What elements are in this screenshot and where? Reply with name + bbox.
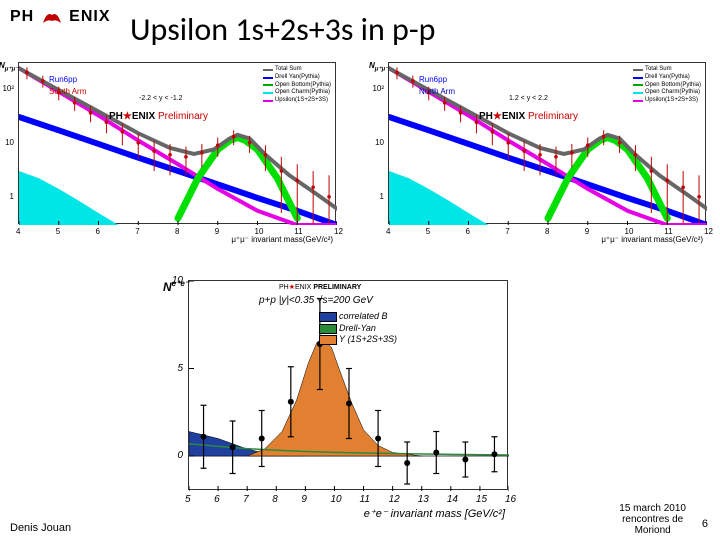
brand-label: PH★ENIX Preliminary <box>479 111 578 122</box>
xtick: 6 <box>214 494 220 505</box>
xtick: 15 <box>476 494 487 505</box>
ytick: 10 <box>5 138 14 147</box>
xtick: 9 <box>585 227 589 236</box>
ytick: 1 <box>380 192 384 201</box>
ytick: 10² <box>372 84 384 93</box>
legend-item: Drell Yan(Pythia) <box>263 74 331 82</box>
ytick: 10² <box>2 84 14 93</box>
legend-item: Open Bottom(Pythia) <box>263 82 331 90</box>
arm-label: North Arm <box>419 87 455 96</box>
prelim-label: PH★ENIX PRELIMINARY <box>279 283 361 291</box>
logo-text-left: PH <box>10 8 34 25</box>
xtick: 11 <box>360 494 370 505</box>
xtick: 4 <box>386 227 390 236</box>
ytick: 1 <box>10 192 14 201</box>
ytick: 0 <box>177 450 183 461</box>
page-title: Upsilon 1s+2s+3s in p-p <box>130 10 435 49</box>
brand-label: PH★ENIX Preliminary <box>109 111 208 122</box>
legend: Total SumDrell Yan(Pythia)Open Bottom(Py… <box>633 66 701 105</box>
logo-text-right: ENIX <box>69 8 110 25</box>
xtick: 6 <box>96 227 100 236</box>
kinematics-label: p+p |y|<0.35 √s=200 GeV <box>259 295 373 306</box>
xtick: 7 <box>505 227 509 236</box>
legend: Total SumDrell Yan(Pythia)Open Bottom(Py… <box>263 66 331 105</box>
page-number: 6 <box>702 518 708 530</box>
xlabel: μ⁺μ⁻ invariant mass(GeV/c²) <box>231 235 333 244</box>
xlabel: e⁺e⁻ invariant mass [GeV/c²] <box>364 507 505 520</box>
legend-item: Drell Yan(Pythia) <box>633 74 701 82</box>
legend-item: Open Charm(Pythia) <box>263 89 331 97</box>
xtick: 5 <box>185 494 191 505</box>
legend-item: Υ (1S+2S+3S) <box>319 334 397 346</box>
footer-date-l1: 15 march 2010 <box>619 503 686 514</box>
footer-date-l3: Moriond <box>619 525 686 536</box>
xtick: 12 <box>704 227 713 236</box>
legend-item: correlated B <box>319 311 397 323</box>
ylabel: Nμ⁺μ⁻ <box>0 61 18 73</box>
rapidity-label: -2.2 < y < -1.2 <box>139 95 183 102</box>
xtick: 12 <box>389 494 400 505</box>
legend-item: Total Sum <box>633 66 701 74</box>
xtick: 14 <box>447 494 458 505</box>
xtick: 5 <box>426 227 430 236</box>
xtick: 10 <box>330 494 341 505</box>
chart-ee-mass: 56789101112131415160510Ne⁺e⁻e⁺e⁻ invaria… <box>188 280 508 490</box>
xtick: 7 <box>135 227 139 236</box>
chart-south-arm: 45678910111211010²Nμ⁺μ⁻μ⁺μ⁻ invariant ma… <box>18 62 336 224</box>
run-label: Run6pp <box>49 75 77 84</box>
xtick: 4 <box>16 227 20 236</box>
rapidity-label: 1.2 < y < 2.2 <box>509 95 548 102</box>
xtick: 13 <box>418 494 429 505</box>
xlabel: μ⁺μ⁻ invariant mass(GeV/c²) <box>601 235 703 244</box>
legend-item: Upsilon(1S+2S+3S) <box>633 97 701 105</box>
legend: correlated BDrell-YanΥ (1S+2S+3S) <box>319 311 397 346</box>
xtick: 9 <box>301 494 307 505</box>
ylabel: Ne⁺e⁻ <box>163 279 189 294</box>
xtick: 8 <box>545 227 549 236</box>
ylabel: Nμ⁺μ⁻ <box>369 61 388 73</box>
xtick: 9 <box>215 227 219 236</box>
xtick: 8 <box>272 494 278 505</box>
xtick: 16 <box>505 494 516 505</box>
ytick: 5 <box>177 363 183 374</box>
run-label: Run6pp <box>419 75 447 84</box>
xtick: 6 <box>466 227 470 236</box>
phoenix-icon <box>41 9 63 25</box>
footer-author: Denis Jouan <box>10 522 71 534</box>
phenix-logo: PH ENIX <box>10 8 110 26</box>
xtick: 5 <box>56 227 60 236</box>
legend-item: Drell-Yan <box>319 323 397 335</box>
xtick: 7 <box>243 494 249 505</box>
legend-item: Open Bottom(Pythia) <box>633 82 701 90</box>
xtick: 8 <box>175 227 179 236</box>
arm-label: South Arm <box>49 87 86 96</box>
footer-date: 15 march 2010 rencontres de Moriond <box>619 503 686 536</box>
xtick: 12 <box>334 227 343 236</box>
chart-north-arm: 45678910111211010²Nμ⁺μ⁻μ⁺μ⁻ invariant ma… <box>388 62 706 224</box>
footer-date-l2: rencontres de <box>619 514 686 525</box>
legend-item: Open Charm(Pythia) <box>633 89 701 97</box>
legend-item: Upsilon(1S+2S+3S) <box>263 97 331 105</box>
ytick: 10 <box>375 138 384 147</box>
legend-item: Total Sum <box>263 66 331 74</box>
